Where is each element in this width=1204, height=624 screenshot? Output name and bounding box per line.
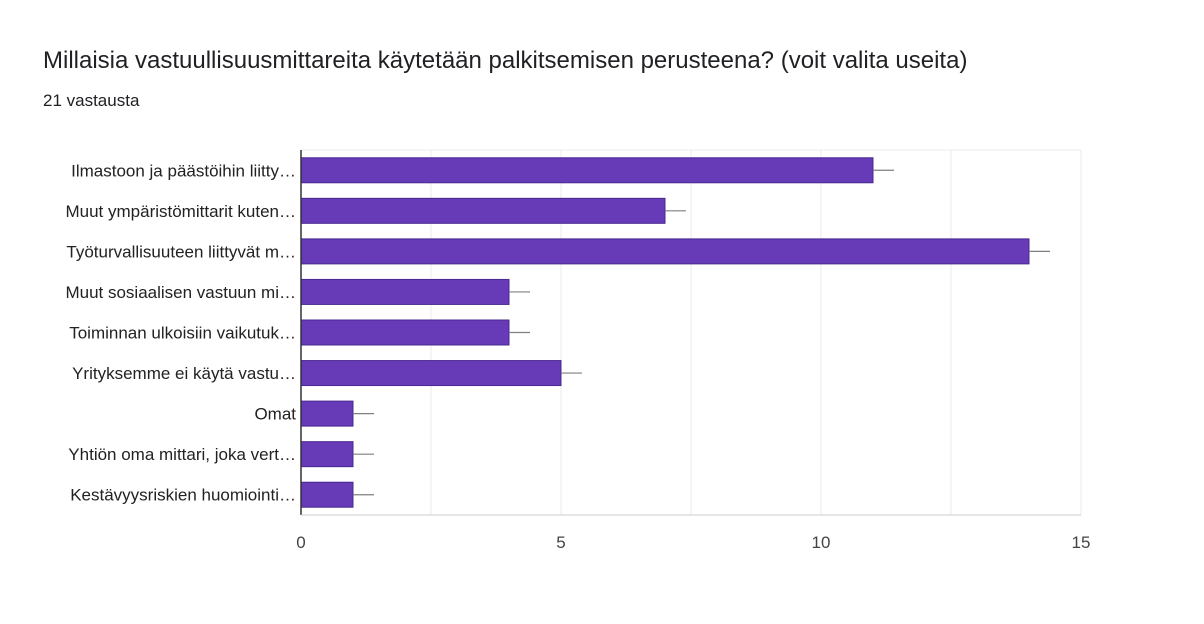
bar [300, 319, 510, 346]
category-label: Omat [254, 405, 296, 424]
bar [300, 197, 666, 224]
bar [300, 441, 354, 468]
x-tick-labels: 0 5 10 15 [296, 533, 1090, 552]
chart-axes [300, 150, 1081, 516]
category-label: Muut ympäristömittarit kuten… [65, 202, 296, 221]
chart-error-bars [353, 169, 1050, 496]
category-label: Toiminnan ulkoisiin vaikutuk… [69, 324, 296, 343]
bar [300, 360, 562, 387]
bar [300, 157, 874, 184]
category-label: Työturvallisuuteen liittyvät m… [66, 242, 296, 261]
response-count: 21 vastausta [43, 91, 140, 110]
bar [300, 238, 1030, 265]
category-label: Kestävyysriskien huomiointi… [70, 486, 296, 505]
chart-bars [300, 157, 1030, 508]
category-label: Ilmastoon ja päästöihin liitty… [71, 161, 296, 180]
chart-title: Millaisia vastuullisuusmittareita käytet… [43, 47, 968, 74]
bar [300, 400, 354, 427]
category-labels: Ilmastoon ja päästöihin liitty… Muut ympä… [65, 161, 296, 504]
bar [300, 481, 354, 508]
category-label: Yrityksemme ei käytä vastu… [72, 364, 296, 383]
x-tick-label: 0 [296, 533, 305, 552]
x-tick-label: 15 [1072, 533, 1091, 552]
category-label: Yhtiön oma mittari, joka vert… [68, 445, 296, 464]
x-tick-label: 10 [812, 533, 831, 552]
x-tick-label: 5 [556, 533, 565, 552]
category-label: Muut sosiaalisen vastuun mi… [65, 283, 296, 302]
bar [300, 278, 510, 305]
